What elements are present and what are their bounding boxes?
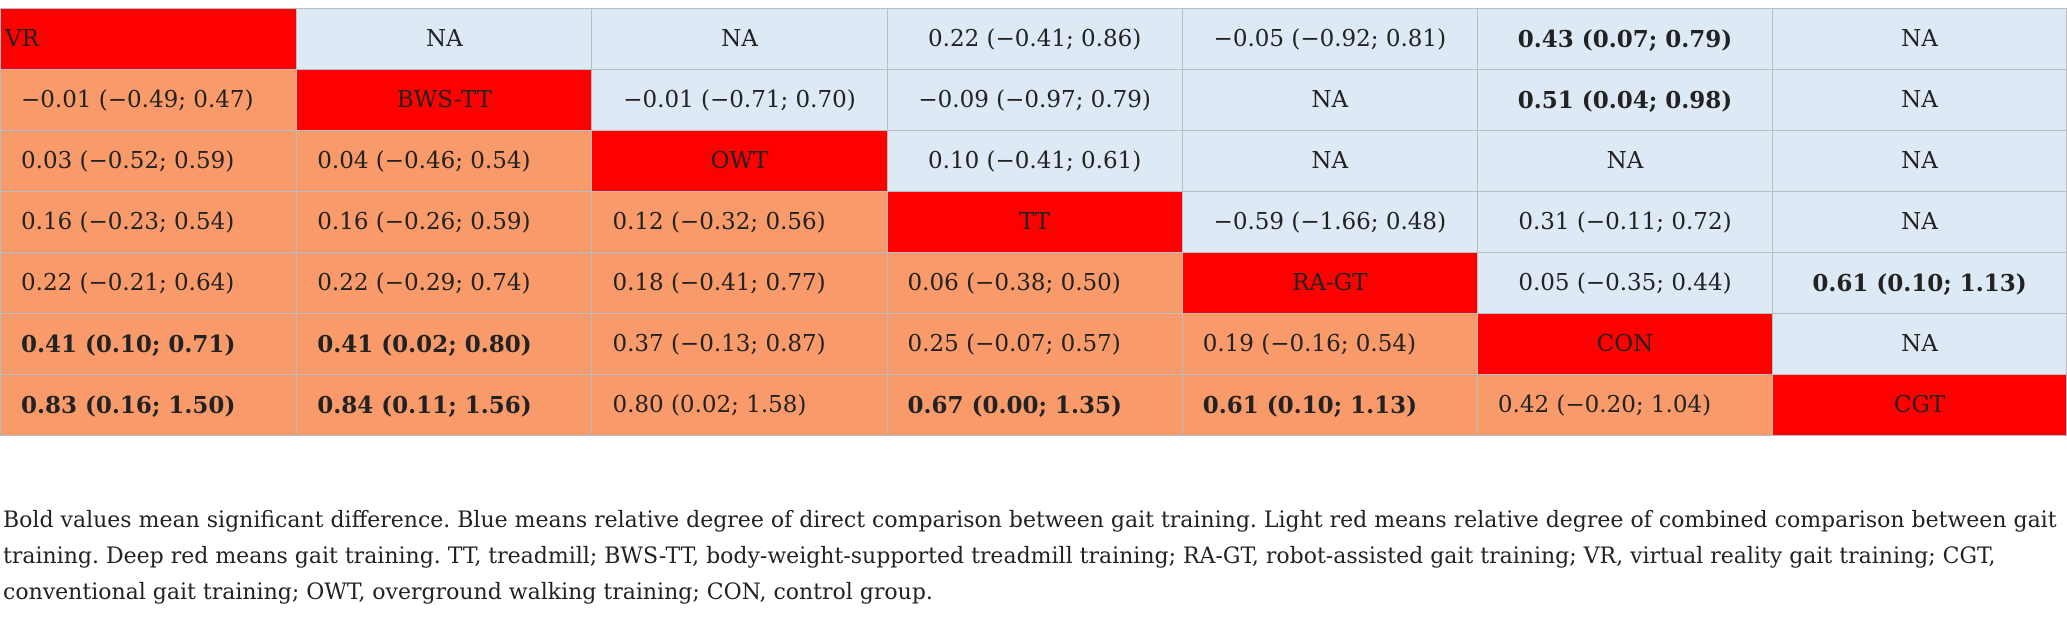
comparison-cell: NA <box>591 8 888 70</box>
table-row: −0.01 (−0.49; 0.47) BWS-TT −0.01 (−0.71; 0… <box>0 69 2067 131</box>
comparison-cell: 0.12 (−0.32; 0.56) <box>591 191 888 253</box>
comparison-cell: 0.41 (0.10; 0.71) <box>0 313 298 375</box>
comparison-cell: 0.10 (−0.41; 0.61) <box>886 130 1183 192</box>
comparison-cell: 0.42 (−0.20; 1.04) <box>1476 374 1774 436</box>
table-row: 0.83 (0.16; 1.50) 0.84 (0.11; 1.56) 0.80 (… <box>0 374 2067 436</box>
treatment-label-cell: TT <box>886 191 1183 253</box>
comparison-cell: 0.67 (0.00; 1.35) <box>886 374 1183 436</box>
comparison-cell: 0.16 (−0.26; 0.59) <box>296 191 593 253</box>
comparison-cell: 0.61 (0.10; 1.13) <box>1772 252 2067 314</box>
comparison-cell: NA <box>1772 130 2067 192</box>
comparison-cell: 0.80 (0.02; 1.58) <box>591 374 888 436</box>
comparison-cell: NA <box>1772 191 2067 253</box>
comparison-cell: NA <box>1772 8 2067 70</box>
comparison-cell: 0.19 (−0.16; 0.54) <box>1181 313 1478 375</box>
table-row: 0.16 (−0.23; 0.54) 0.16 (−0.26; 0.59) 0.12… <box>0 191 2067 253</box>
league-table-body: VR NA NA 0.22 (−0.41; 0.86) −0.05 (−0.92; 0.… <box>0 8 2067 436</box>
table-row: 0.22 (−0.21; 0.64) 0.22 (−0.29; 0.74) 0.18… <box>0 252 2067 314</box>
comparison-cell: 0.22 (−0.41; 0.86) <box>886 8 1183 70</box>
treatment-label-cell: OWT <box>591 130 888 192</box>
table-row: 0.41 (0.10; 0.71) 0.41 (0.02; 0.80) 0.37 (… <box>0 313 2067 375</box>
treatment-label-cell: CON <box>1476 313 1774 375</box>
treatment-label-cell: BWS-TT <box>296 69 593 131</box>
comparison-cell: NA <box>1181 130 1478 192</box>
comparison-cell: 0.03 (−0.52; 0.59) <box>0 130 298 192</box>
comparison-cell: −0.59 (−1.66; 0.48) <box>1181 191 1478 253</box>
comparison-cell: 0.43 (0.07; 0.79) <box>1476 8 1774 70</box>
comparison-cell: 0.22 (−0.29; 0.74) <box>296 252 593 314</box>
comparison-cell: 0.16 (−0.23; 0.54) <box>0 191 298 253</box>
comparison-cell: 0.37 (−0.13; 0.87) <box>591 313 888 375</box>
treatment-label-cell: CGT <box>1772 374 2067 436</box>
treatment-label-cell: VR <box>0 8 298 70</box>
comparison-cell: −0.09 (−0.97; 0.79) <box>886 69 1183 131</box>
comparison-cell: 0.31 (−0.11; 0.72) <box>1476 191 1774 253</box>
table-footnote: Bold values mean significant difference.… <box>3 508 2057 605</box>
comparison-cell: 0.83 (0.16; 1.50) <box>0 374 298 436</box>
comparison-cell: NA <box>1476 130 1774 192</box>
comparison-cell: 0.61 (0.10; 1.13) <box>1181 374 1478 436</box>
treatment-label-cell: RA-GT <box>1181 252 1478 314</box>
league-table: VR NA NA 0.22 (−0.41; 0.86) −0.05 (−0.92; 0.… <box>0 8 2067 436</box>
comparison-cell: 0.18 (−0.41; 0.77) <box>591 252 888 314</box>
comparison-cell: 0.06 (−0.38; 0.50) <box>886 252 1183 314</box>
comparison-cell: NA <box>1181 69 1478 131</box>
comparison-cell: 0.84 (0.11; 1.56) <box>296 374 593 436</box>
comparison-cell: 0.41 (0.02; 0.80) <box>296 313 593 375</box>
comparison-cell: −0.01 (−0.49; 0.47) <box>0 69 298 131</box>
comparison-cell: NA <box>1772 69 2067 131</box>
comparison-cell: 0.22 (−0.21; 0.64) <box>0 252 298 314</box>
comparison-cell: 0.25 (−0.07; 0.57) <box>886 313 1183 375</box>
comparison-cell: −0.05 (−0.92; 0.81) <box>1181 8 1478 70</box>
comparison-cell: −0.01 (−0.71; 0.70) <box>591 69 888 131</box>
comparison-cell: NA <box>1772 313 2067 375</box>
table-row: VR NA NA 0.22 (−0.41; 0.86) −0.05 (−0.92; 0.… <box>0 8 2067 70</box>
comparison-cell: 0.05 (−0.35; 0.44) <box>1476 252 1774 314</box>
comparison-cell: 0.04 (−0.46; 0.54) <box>296 130 593 192</box>
comparison-cell: 0.51 (0.04; 0.98) <box>1476 69 1774 131</box>
comparison-cell: NA <box>296 8 593 70</box>
table-row: 0.03 (−0.52; 0.59) 0.04 (−0.46; 0.54) OWT 0… <box>0 130 2067 192</box>
